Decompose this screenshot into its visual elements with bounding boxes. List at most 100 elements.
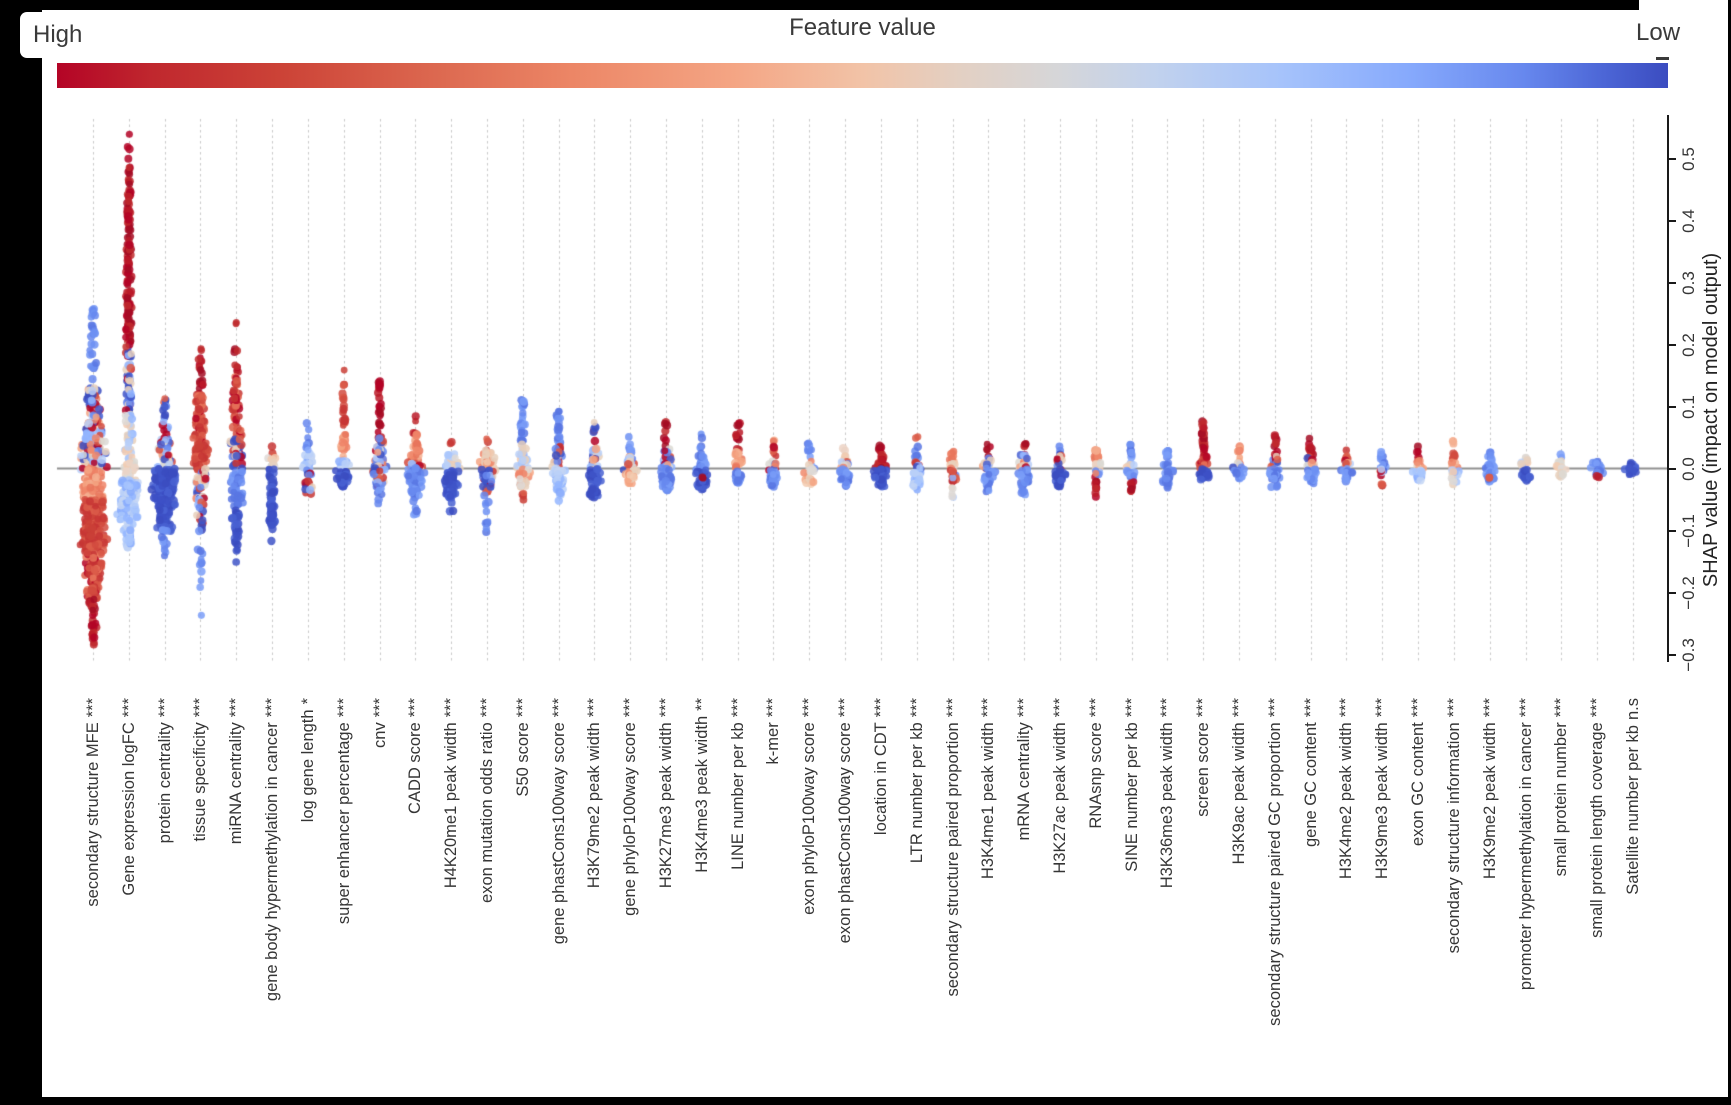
feature-significance: ***: [979, 698, 998, 718]
feature-label-text: secondary structure MFE: [84, 722, 102, 907]
feature-label-text: H3K27me3 peak width: [657, 722, 676, 889]
feature-label-text: log gene length: [298, 709, 317, 823]
feature-significance: ***: [1265, 698, 1284, 718]
y-tick-label: 0.4: [1679, 209, 1698, 233]
feature-label: super enhancer percentage ***: [335, 698, 354, 924]
feature-significance: ***: [1015, 698, 1034, 718]
feature-label-text: H3K4me1 peak width: [979, 722, 998, 880]
colorbar-low-label: Low: [1636, 19, 1681, 46]
feature-label-text: LINE number per kb: [728, 722, 747, 870]
feature-label-text: H3K9me3 peak width: [1373, 722, 1392, 880]
window-border-right: [1728, 0, 1731, 1105]
y-tick-label: 0.3: [1679, 271, 1698, 295]
feature-label-text: gene GC content: [1301, 722, 1320, 848]
feature-significance: ***: [1552, 698, 1571, 718]
feature-significance: ***: [334, 698, 353, 718]
feature-significance: ***: [1086, 698, 1105, 718]
feature-label: H3K4me3 peak width **: [693, 698, 712, 873]
feature-significance: ***: [1230, 698, 1249, 718]
y-tick-mark: [1668, 468, 1676, 470]
feature-label: Satellite number per kb n.s: [1624, 698, 1643, 895]
feature-label: H3K4me2 peak width ***: [1337, 698, 1356, 879]
y-tick-label: −0.1: [1679, 514, 1698, 548]
feature-significance: ***: [477, 698, 496, 718]
feature-significance: ***: [800, 698, 819, 718]
feature-label: location in CDT ***: [872, 698, 891, 835]
feature-label: screen score ***: [1194, 698, 1213, 817]
feature-label-text: location in CDT: [871, 722, 890, 836]
feature-significance: n.s: [1624, 698, 1642, 721]
feature-label-text: promoter hypermethylation in cancer: [1516, 722, 1535, 991]
feature-significance: ***: [1194, 698, 1213, 718]
feature-significance: ***: [1050, 698, 1069, 718]
feature-label: RNAsnp score ***: [1087, 698, 1106, 829]
feature-label: Gene expression logFC ***: [120, 698, 139, 896]
feature-label-text: cnv: [370, 722, 389, 748]
feature-significance: ***: [227, 698, 246, 718]
feature-label-text: H3K4me3 peak width: [692, 715, 711, 873]
feature-significance: ***: [585, 698, 604, 718]
feature-significance: ***: [1301, 698, 1320, 718]
window-border-top: [0, 0, 1639, 10]
feature-label-text: exon phastCons100way score: [836, 722, 855, 944]
feature-significance: ***: [155, 698, 174, 718]
feature-label: secondary structure paired proportion ***: [944, 698, 963, 997]
feature-significance: ***: [1409, 698, 1428, 718]
feature-significance: ***: [728, 698, 747, 718]
feature-significance: ***: [119, 698, 138, 718]
feature-label: small protein length coverage ***: [1588, 698, 1607, 938]
feature-label-text: H3K36me3 peak width: [1158, 722, 1177, 889]
feature-label: gene GC content ***: [1302, 698, 1321, 847]
feature-label-text: SINE number per kb: [1122, 722, 1141, 872]
colorbar-title: Feature value: [789, 14, 936, 41]
y-tick-label: 0.2: [1679, 333, 1698, 357]
feature-label-text: mRNA centrality: [1015, 722, 1034, 841]
feature-label-text: k-mer: [764, 722, 783, 765]
feature-label: log gene length *: [299, 698, 318, 822]
window-border-left: [0, 0, 42, 1105]
y-tick-mark: [1668, 158, 1676, 160]
feature-label: protein centrality ***: [156, 698, 175, 843]
feature-label: gene phyloP100way score ***: [621, 698, 640, 916]
feature-label: secondary structure paired GC proportion…: [1266, 698, 1285, 1026]
feature-label: secondary structure information ***: [1445, 698, 1464, 953]
feature-significance: ***: [1337, 698, 1356, 718]
y-tick-mark: [1668, 220, 1676, 222]
feature-label: LTR number per kb ***: [908, 698, 927, 863]
feature-label: exon phastCons100way score ***: [836, 698, 855, 943]
feature-label-text: H3K9ac peak width: [1230, 722, 1249, 865]
feature-label-text: gene body hypermethylation in cancer: [263, 722, 282, 1002]
feature-label: exon phyloP100way score ***: [800, 698, 819, 915]
feature-label-text: small protein number: [1552, 722, 1571, 877]
feature-significance: ***: [191, 698, 210, 718]
y-tick-mark: [1668, 406, 1676, 408]
feature-label: LINE number per kb ***: [729, 698, 748, 870]
feature-label: H3K4me1 peak width ***: [979, 698, 998, 879]
feature-label: mRNA centrality ***: [1015, 698, 1034, 841]
y-tick-mark: [1668, 654, 1676, 656]
window-border-bottom: [42, 1097, 1731, 1105]
y-tick-label: −0.2: [1679, 576, 1698, 610]
feature-significance: ***: [1444, 698, 1463, 718]
feature-label-text: gene phyloP100way score: [621, 722, 640, 916]
feature-label: H3K36me3 peak width ***: [1158, 698, 1177, 888]
feature-significance: ***: [836, 698, 855, 718]
y-tick-mark: [1668, 282, 1676, 284]
feature-significance: ***: [442, 698, 461, 718]
feature-significance: **: [692, 698, 711, 711]
feature-label: H3K9me3 peak width ***: [1373, 698, 1392, 879]
colorbar-end-tick: [1656, 57, 1669, 60]
feature-label: H3K27me3 peak width ***: [657, 698, 676, 888]
feature-label: CADD score ***: [406, 698, 425, 814]
feature-label: tissue specificity ***: [191, 698, 210, 841]
y-tick-label: −0.3: [1679, 638, 1698, 672]
feature-significance: ***: [1588, 698, 1607, 718]
feature-label-text: exon phyloP100way score: [800, 722, 819, 915]
y-tick-mark: [1668, 344, 1676, 346]
feature-value-colorbar: [57, 63, 1668, 88]
high-label-box: [20, 12, 90, 58]
feature-label-text: CADD score: [406, 722, 425, 814]
feature-significance: ***: [513, 698, 532, 718]
feature-label: miRNA centrality ***: [227, 698, 246, 844]
